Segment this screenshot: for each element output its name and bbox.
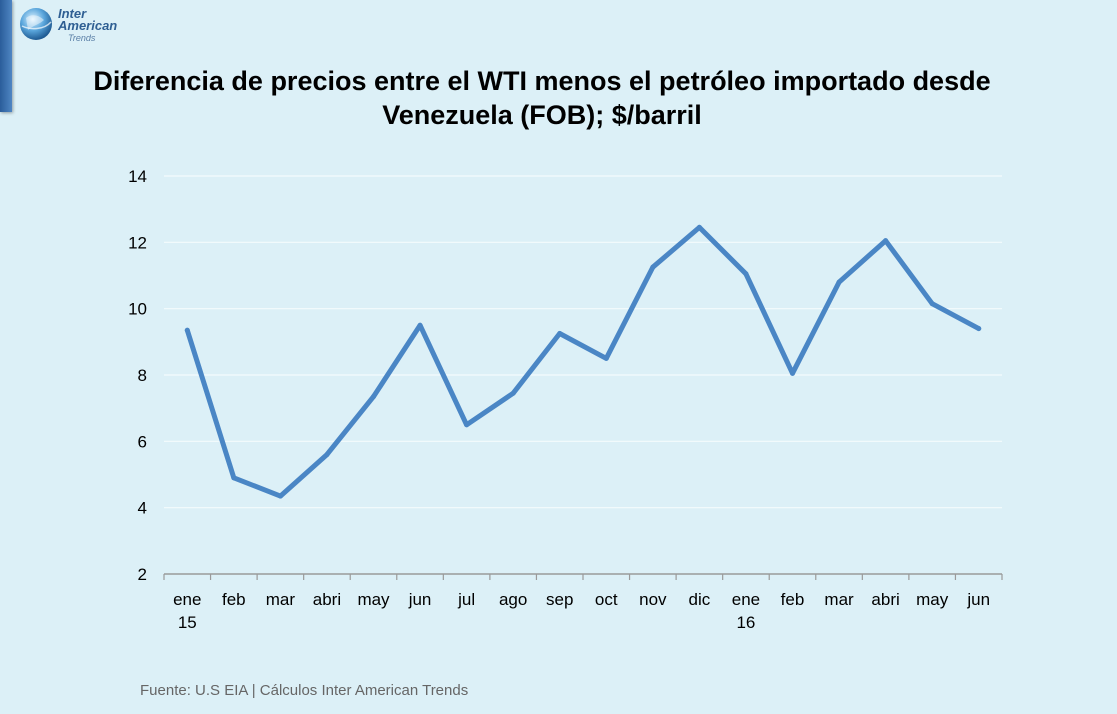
- data-point: [743, 271, 749, 277]
- data-point: [277, 493, 283, 499]
- x-tick-label: nov: [639, 590, 667, 609]
- data-point: [976, 326, 982, 332]
- data-point: [603, 355, 609, 361]
- x-tick-label: jun: [408, 590, 432, 609]
- data-point: [510, 390, 516, 396]
- x-tick-label: mar: [266, 590, 296, 609]
- logo-line-1: Inter: [58, 6, 87, 21]
- data-point: [184, 327, 190, 333]
- data-point: [790, 370, 795, 376]
- x-tick-label: dic: [689, 590, 711, 609]
- x-tick-label: jul: [457, 590, 475, 609]
- x-tick-label: may: [357, 590, 390, 609]
- chart-title-line-2: Venezuela (FOB); $/barril: [382, 100, 702, 130]
- data-point: [231, 475, 237, 481]
- x-tick-label: sep: [546, 590, 573, 609]
- data-point: [696, 224, 702, 230]
- x-tick-label: ago: [499, 590, 527, 609]
- data-point: [324, 452, 330, 458]
- y-tick-label: 14: [128, 167, 147, 186]
- logo-line-2: American: [58, 18, 118, 33]
- x-tick-label: ene: [173, 590, 201, 609]
- x-tick-label: feb: [781, 590, 805, 609]
- company-logo: Inter American Trends: [14, 2, 124, 48]
- x-tick-label: may: [916, 590, 949, 609]
- y-tick-label: 8: [138, 366, 147, 385]
- x-tick-label: 16: [736, 613, 755, 632]
- x-tick-label: ene: [732, 590, 760, 609]
- x-tick-label: jun: [966, 590, 990, 609]
- data-point: [557, 331, 563, 337]
- x-tick-label: 15: [178, 613, 197, 632]
- logo-text: Inter American Trends: [58, 6, 118, 44]
- chart-title: Diferencia de precios entre el WTI menos…: [0, 64, 1084, 132]
- source-note: Fuente: U.S EIA | Cálculos Inter America…: [140, 682, 469, 699]
- logo-tab: [0, 0, 12, 112]
- data-point: [371, 394, 376, 400]
- data-point: [650, 264, 656, 270]
- x-tick-label: mar: [824, 590, 854, 609]
- data-point: [464, 422, 470, 428]
- y-tick-label: 10: [128, 300, 147, 319]
- data-point: [883, 238, 889, 244]
- y-tick-label: 12: [128, 233, 147, 252]
- x-tick-label: abri: [871, 590, 899, 609]
- data-point: [417, 322, 423, 328]
- x-tick-label: feb: [222, 590, 246, 609]
- series-line: [184, 224, 982, 499]
- x-tick-label: abri: [313, 590, 341, 609]
- data-point: [929, 301, 935, 307]
- chart-title-line-1: Diferencia de precios entre el WTI menos…: [93, 66, 991, 96]
- globe-icon: [20, 8, 52, 40]
- y-tick-label: 4: [138, 499, 147, 518]
- y-tick-label: 2: [138, 565, 147, 584]
- y-tick-label: 6: [138, 432, 147, 451]
- logo-line-3: Trends: [68, 33, 96, 43]
- data-point: [836, 279, 842, 285]
- x-tick-label: oct: [595, 590, 618, 609]
